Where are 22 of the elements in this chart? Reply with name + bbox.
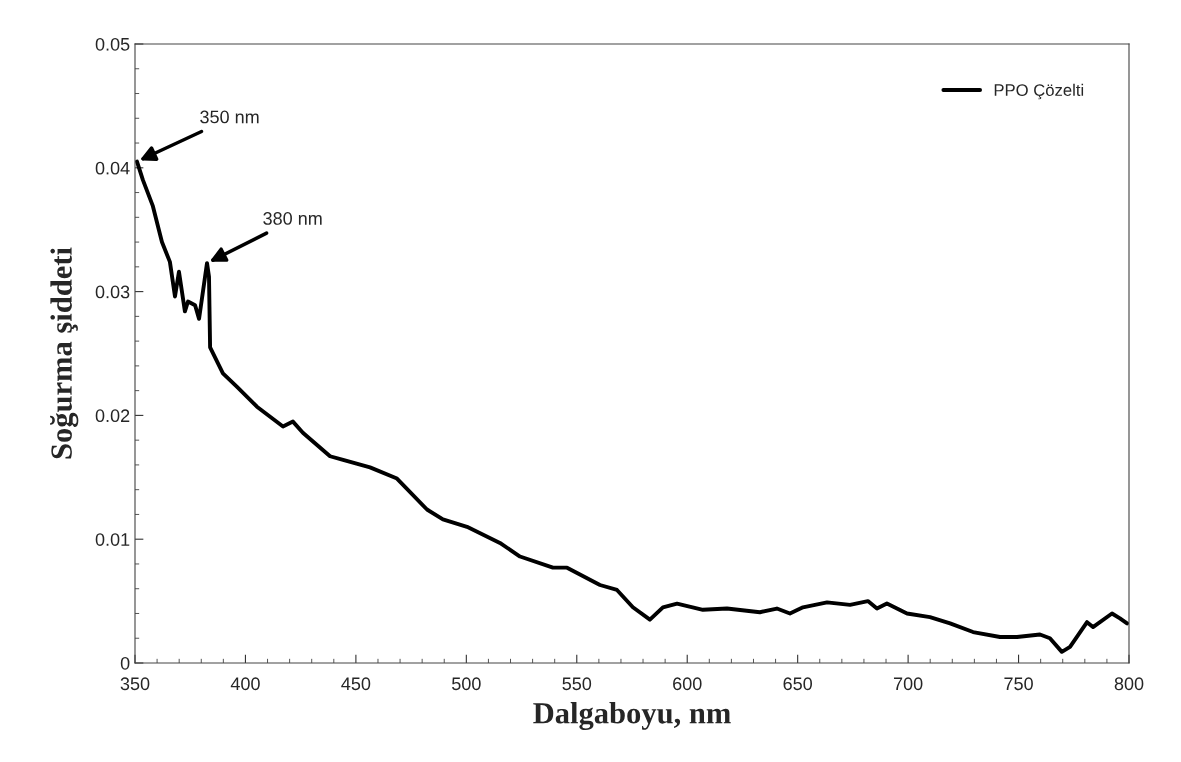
annotation: 350 nm <box>200 110 259 124</box>
x-tick-label: 550 <box>562 677 592 691</box>
y-tick-label: 0 <box>120 656 130 670</box>
y-axis-title: Soğurma şiddeti <box>50 247 79 459</box>
x-tick-label: 500 <box>451 677 481 691</box>
x-tick-label: 750 <box>1004 677 1033 691</box>
x-tick-label: 600 <box>673 677 702 691</box>
y-tick-label: 0.05 <box>95 37 130 51</box>
annotation: 380 nm <box>263 212 322 225</box>
x-tick-label: 350 <box>120 677 150 691</box>
x-tick-label: 650 <box>783 677 813 691</box>
x-tick-label: 700 <box>893 677 923 691</box>
x-tick-label: 400 <box>230 677 260 691</box>
x-tick-label: 800 <box>1114 677 1144 691</box>
x-tick-label: 450 <box>341 677 371 691</box>
y-tick-label: 0.01 <box>95 533 130 546</box>
y-tick-label: 0.04 <box>95 161 130 175</box>
y-tick-label: 0.03 <box>95 285 130 299</box>
x-axis-title: Dalgaboyu, nm <box>533 702 731 730</box>
legend-label: PPO Çözelti <box>994 83 1084 100</box>
line-series <box>135 159 1129 654</box>
y-tick-label: 0.02 <box>95 409 130 423</box>
